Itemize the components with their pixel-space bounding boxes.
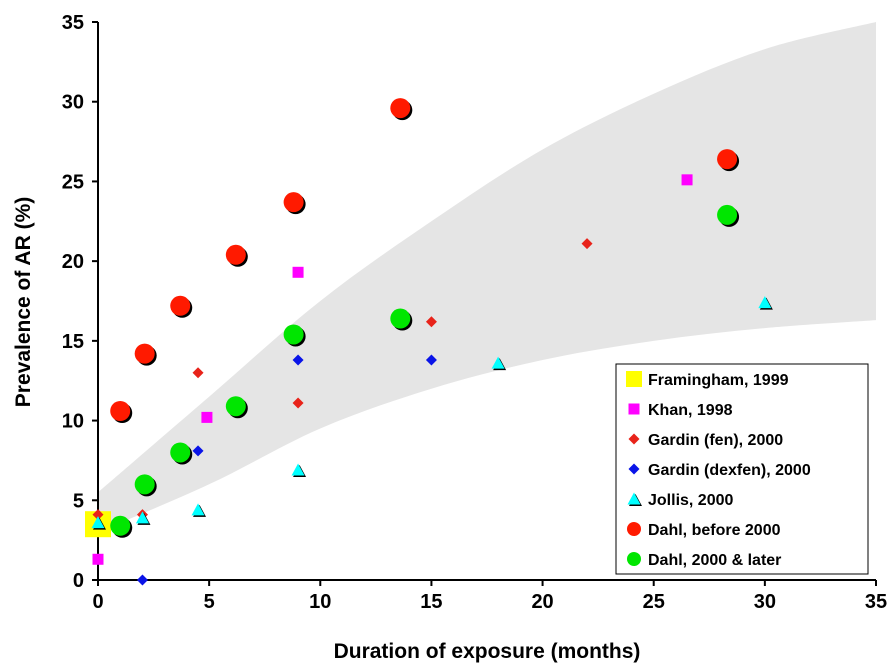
y-axis-title: Prevalence of AR (%) [12, 197, 35, 407]
data-point [110, 401, 133, 424]
data-point [91, 516, 106, 530]
legend-swatch [627, 492, 642, 506]
band-area [98, 22, 876, 533]
data-point [170, 295, 193, 318]
axes [92, 21, 877, 586]
legend-entry: Dahl, before 2000 [627, 522, 781, 539]
data-point [292, 397, 304, 409]
legend-label: Framingham, 1999 [648, 372, 789, 389]
legend-swatch [628, 433, 640, 445]
legend-entry: Dahl, 2000 & later [627, 552, 781, 569]
legend-label: Gardin (fen), 2000 [648, 432, 783, 449]
data-point [135, 511, 151, 525]
legend-swatch [627, 552, 641, 566]
prevalence-band [98, 22, 876, 533]
series-1 [92, 174, 693, 565]
legend-entry: Gardin (dexfen), 2000 [628, 462, 811, 479]
series-6 [110, 204, 740, 538]
data-point [491, 356, 507, 371]
data-point [225, 396, 248, 419]
x-tick-label: 10 [309, 591, 331, 613]
legend-label: Khan, 1998 [648, 402, 733, 419]
legend-label: Jollis, 2000 [648, 492, 733, 509]
x-tick-label: 25 [643, 591, 665, 613]
x-tick-label: 0 [92, 591, 103, 613]
legend-swatch [626, 371, 642, 387]
y-tick-label: 15 [62, 331, 84, 353]
y-tick-label: 30 [62, 92, 84, 114]
data-point [717, 204, 740, 227]
y-tick-label: 5 [73, 490, 84, 512]
y-tick-label: 10 [62, 411, 84, 433]
data-point [192, 445, 204, 457]
data-point [92, 553, 104, 565]
data-point [134, 343, 157, 366]
data-point [758, 296, 773, 310]
legend-swatch [628, 463, 640, 475]
data-point [292, 354, 304, 366]
data-point [136, 574, 148, 586]
data-point [92, 509, 104, 521]
data-point [134, 474, 157, 497]
x-tick-label: 35 [865, 591, 887, 613]
legend-swatch [627, 522, 641, 536]
data-point [192, 367, 204, 379]
data-point [390, 98, 413, 121]
data-point [425, 354, 437, 366]
data-point [717, 149, 740, 172]
legend-label: Gardin (dexfen), 2000 [648, 462, 811, 479]
legend: Framingham, 1999 Khan, 1998 Gardin (fen), … [615, 363, 869, 575]
y-tick-label: 20 [62, 251, 84, 273]
series-3 [136, 354, 437, 586]
y-tick-label: 0 [73, 570, 84, 592]
data-point [110, 515, 133, 538]
legend-entry: Jollis, 2000 [627, 492, 733, 509]
x-tick-label: 30 [754, 591, 776, 613]
legend-entry: Framingham, 1999 [626, 371, 789, 389]
data-point [390, 308, 413, 331]
data-point [425, 316, 437, 328]
series-5 [110, 98, 740, 424]
y-tick-label: 35 [62, 12, 84, 34]
legend-entry: Gardin (fen), 2000 [628, 432, 783, 449]
data-point [225, 244, 248, 267]
data-point [681, 174, 693, 186]
legend-swatch [628, 403, 640, 415]
legend-label: Dahl, before 2000 [648, 522, 781, 539]
data-points [85, 98, 773, 586]
data-point [292, 266, 304, 278]
data-point [283, 324, 306, 347]
legend-label: Dahl, 2000 & later [648, 552, 781, 569]
data-point [191, 503, 207, 517]
legend-box [615, 363, 869, 575]
x-axis-title: Duration of exposure (months) [334, 640, 641, 663]
data-point [291, 463, 307, 477]
series-4 [91, 296, 773, 530]
data-point [581, 238, 593, 250]
x-tick-label: 15 [420, 591, 442, 613]
x-tick-label: 5 [204, 591, 215, 613]
data-point [201, 411, 213, 423]
y-tick-label: 25 [62, 171, 84, 193]
tick-labels: 0 5 10 15 20 25 30 35 0 5 10 15 20 25 30 35 [62, 12, 887, 613]
data-point [283, 192, 306, 215]
x-tick-label: 20 [531, 591, 553, 613]
data-point [170, 442, 193, 465]
legend-entry: Khan, 1998 [628, 402, 733, 419]
